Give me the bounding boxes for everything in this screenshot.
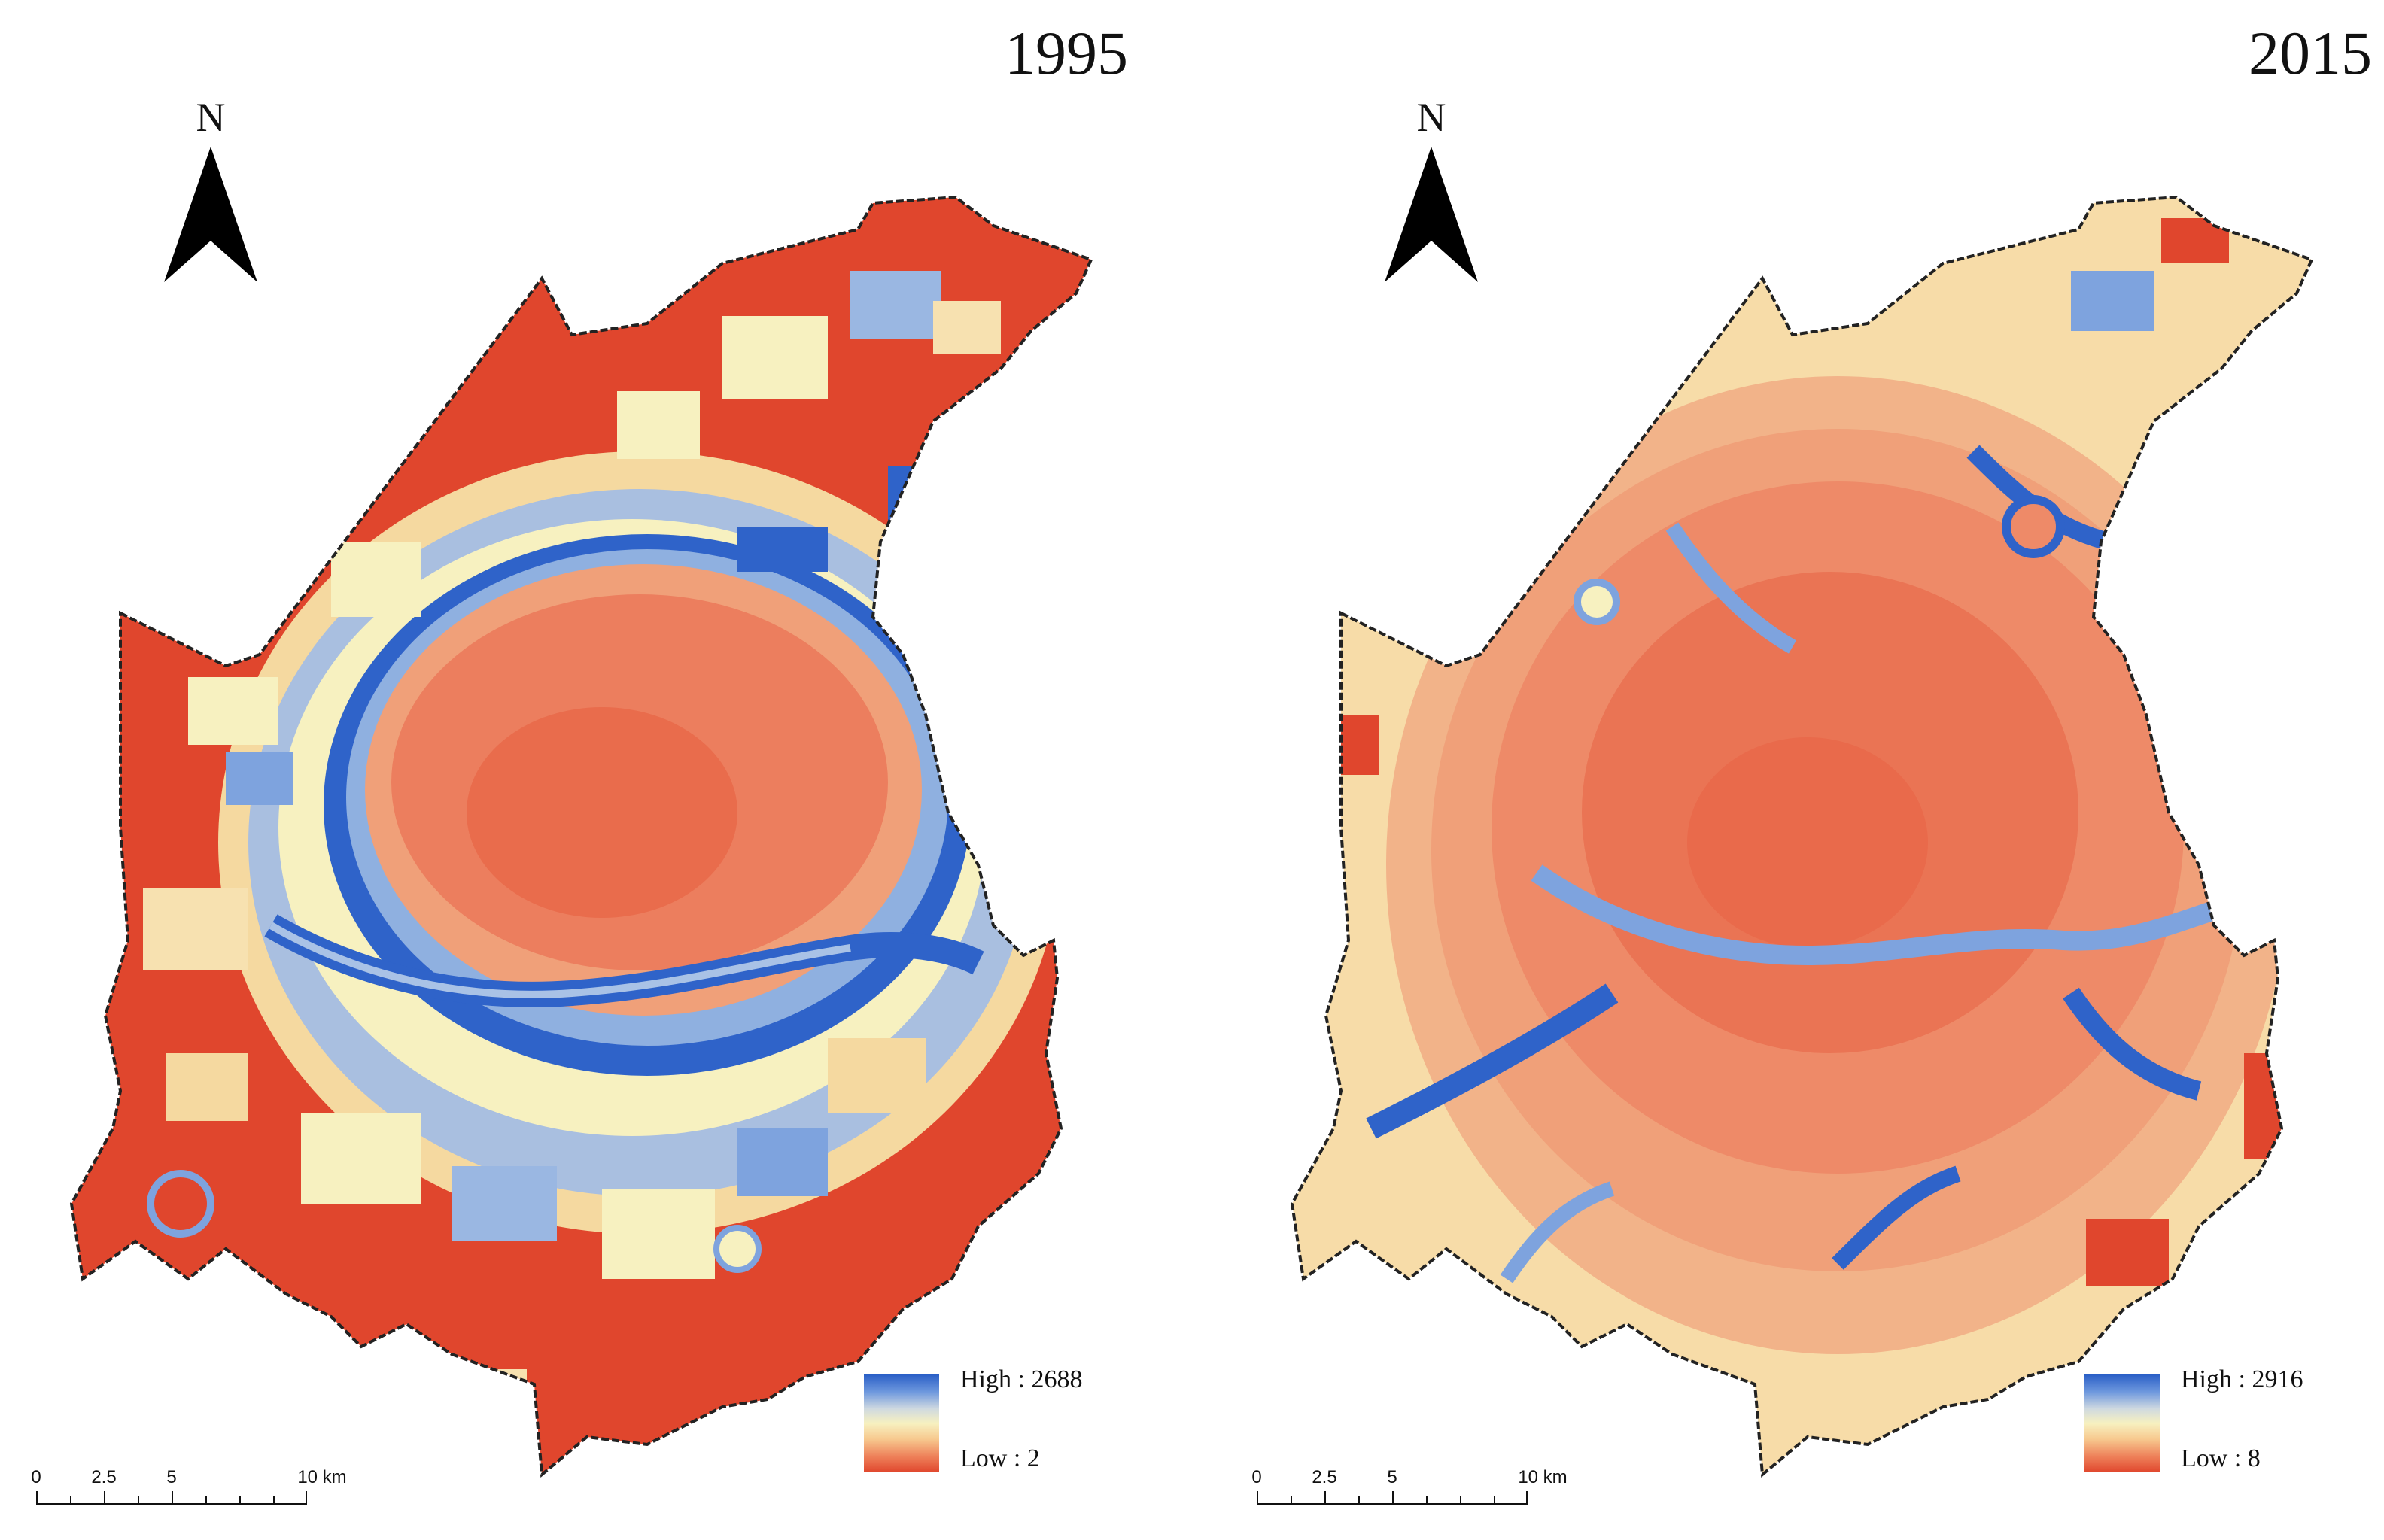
scale-tick: [1392, 1491, 1394, 1505]
scale-tick: [138, 1496, 139, 1505]
map-panel-1995: 1995 N High : 2688 Low : 2 0 2.5 5 10 km: [29, 19, 1180, 1527]
scale-tick-label: 5: [1387, 1467, 1397, 1487]
north-arrow: N: [1379, 94, 1484, 290]
scale-tick-label: 10 km: [1518, 1467, 1568, 1487]
scale-tick: [1494, 1496, 1495, 1505]
year-title: 1995: [1005, 19, 1128, 87]
north-arrow-icon: [1385, 147, 1478, 282]
legend-high-label: High : 2916: [2181, 1365, 2303, 1393]
scale-bar: 0 2.5 5 10 km: [1249, 1467, 1568, 1527]
scale-tick: [1257, 1491, 1258, 1505]
scale-tick: [306, 1491, 307, 1505]
scale-tick: [1460, 1496, 1461, 1505]
north-label: N: [196, 95, 226, 140]
scale-tick: [70, 1496, 71, 1505]
legend-low-label: Low : 2: [960, 1444, 1040, 1472]
map-panel-2015: 2015 N High : 2916 Low : 8 0 2.5 5 10 km: [1221, 0, 2384, 1540]
boundary-2015: [1290, 195, 2314, 1478]
scale-tick: [1324, 1491, 1326, 1505]
scale-tick-label: 5: [166, 1467, 177, 1487]
scale-bar: 0 2.5 5 10 km: [29, 1467, 347, 1527]
map-2015: [1290, 195, 2314, 1478]
scale-tick-label: 2.5: [91, 1467, 117, 1487]
year-title: 2015: [2249, 19, 2372, 87]
scale-tick: [205, 1496, 207, 1505]
north-label: N: [1416, 95, 1446, 140]
legend-low-label: Low : 8: [2181, 1444, 2261, 1472]
scale-tick: [1291, 1496, 1292, 1505]
legend-high-label: High : 2688: [960, 1365, 1083, 1393]
scale-tick-label: 10 km: [297, 1467, 347, 1487]
legend-color-ramp: [2084, 1374, 2160, 1472]
scale-tick-label: 2.5: [1312, 1467, 1337, 1487]
scale-tick: [172, 1491, 173, 1505]
map-1995: [69, 195, 1093, 1478]
scale-tick: [273, 1496, 275, 1505]
legend: High : 2916 Low : 8: [2084, 1365, 2384, 1486]
legend: High : 2688 Low : 2: [864, 1365, 1180, 1486]
north-arrow: N: [158, 94, 263, 290]
scale-tick: [1426, 1496, 1428, 1505]
legend-color-ramp: [864, 1374, 939, 1472]
scale-tick-label: 0: [1251, 1467, 1262, 1487]
scale-tick: [104, 1491, 105, 1505]
scale-tick: [1358, 1496, 1360, 1505]
scale-tick: [36, 1491, 38, 1505]
boundary-1995: [69, 195, 1093, 1478]
scale-tick: [1526, 1491, 1528, 1505]
north-arrow-icon: [164, 147, 257, 282]
scale-tick-label: 0: [31, 1467, 41, 1487]
scale-tick: [239, 1496, 241, 1505]
